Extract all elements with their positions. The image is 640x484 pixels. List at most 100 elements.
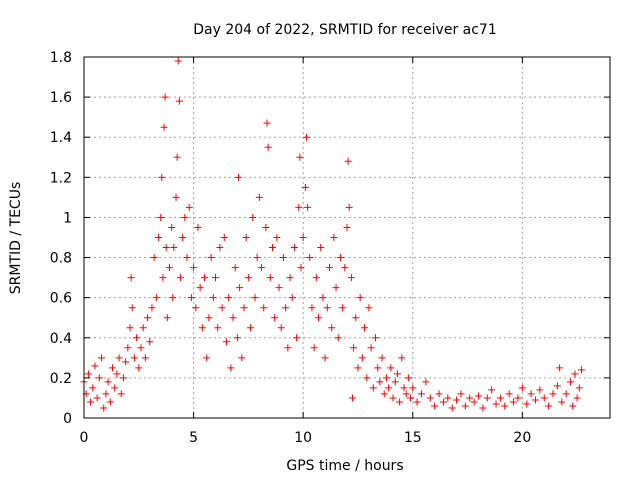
data-point — [247, 324, 255, 332]
y-axis-label: SRMTID / TECUs — [8, 182, 24, 295]
data-point — [540, 394, 548, 402]
data-point — [348, 394, 356, 402]
data-point — [260, 304, 268, 312]
data-point — [339, 304, 347, 312]
data-point — [187, 294, 195, 302]
data-point — [139, 324, 147, 332]
data-point — [277, 324, 285, 332]
data-point — [310, 344, 318, 352]
data-point — [290, 244, 298, 252]
data-point — [231, 264, 239, 272]
data-point — [95, 374, 103, 382]
data-point — [159, 274, 167, 282]
data-point — [172, 193, 180, 201]
data-point — [161, 93, 169, 101]
data-point — [514, 394, 522, 402]
data-point — [98, 354, 106, 362]
data-point — [168, 223, 176, 231]
data-point — [225, 294, 233, 302]
data-point — [371, 334, 379, 342]
data-point — [343, 223, 351, 231]
data-point — [194, 223, 202, 231]
data-point — [106, 398, 114, 406]
data-point — [108, 364, 116, 372]
data-point — [571, 370, 579, 378]
data-point — [556, 364, 564, 372]
data-point — [190, 264, 198, 272]
data-point — [242, 234, 250, 241]
data-point — [344, 157, 352, 165]
x-tick-label: 5 — [189, 430, 198, 446]
data-point — [144, 314, 152, 322]
data-point — [286, 274, 294, 282]
y-tick-label: 0 — [63, 411, 72, 427]
data-point — [325, 264, 333, 272]
data-point — [308, 304, 316, 312]
data-point — [273, 234, 281, 241]
data-point — [122, 358, 130, 366]
data-point — [158, 173, 166, 181]
data-point — [523, 400, 531, 408]
data-point — [297, 264, 305, 272]
data-point — [176, 274, 184, 282]
data-point — [382, 374, 390, 382]
data-point — [328, 324, 336, 332]
data-point — [169, 294, 177, 302]
data-point — [385, 384, 393, 392]
data-point — [466, 394, 474, 402]
data-point — [264, 143, 272, 151]
data-point — [488, 386, 496, 394]
data-point — [356, 294, 364, 302]
y-tick-label: 1.2 — [50, 170, 72, 186]
data-point — [363, 374, 371, 382]
data-point — [573, 394, 581, 402]
data-point — [198, 324, 206, 332]
data-point — [128, 304, 136, 312]
data-point — [575, 384, 583, 392]
data-point — [284, 344, 292, 352]
data-point — [175, 97, 183, 105]
y-tick-label: 0.4 — [50, 331, 72, 347]
data-point — [391, 378, 399, 386]
data-point — [404, 374, 412, 382]
data-point — [365, 304, 373, 312]
data-point — [374, 364, 382, 372]
data-point — [400, 384, 408, 392]
y-tick-label: 1 — [63, 210, 72, 226]
data-point — [352, 314, 360, 322]
data-point — [453, 396, 461, 404]
data-point — [518, 384, 526, 392]
data-point — [376, 378, 384, 386]
data-point — [251, 294, 259, 302]
data-point — [205, 314, 213, 322]
data-point — [418, 390, 426, 398]
data-point — [288, 294, 296, 302]
data-point — [235, 173, 243, 181]
data-point — [545, 402, 553, 410]
data-point — [282, 304, 290, 312]
data-point — [479, 404, 487, 412]
data-point — [387, 364, 395, 372]
data-point — [148, 304, 156, 312]
data-point — [527, 390, 535, 398]
data-point — [422, 378, 430, 386]
data-point — [315, 314, 323, 322]
data-point — [380, 390, 388, 398]
data-point — [84, 370, 92, 378]
data-point — [319, 294, 327, 302]
data-point — [426, 394, 434, 402]
data-point — [165, 264, 173, 272]
data-point — [155, 234, 163, 241]
data-point — [483, 394, 491, 402]
data-point — [553, 382, 561, 390]
y-tick-label: 0.6 — [50, 291, 72, 307]
data-point — [104, 378, 112, 386]
x-tick-label: 15 — [404, 430, 422, 446]
data-point — [336, 254, 344, 262]
data-point — [212, 274, 219, 282]
data-point — [448, 404, 456, 412]
data-point — [321, 354, 329, 362]
x-axis-label: GPS time / hours — [286, 458, 403, 474]
data-point — [496, 394, 504, 402]
data-point — [409, 384, 417, 392]
